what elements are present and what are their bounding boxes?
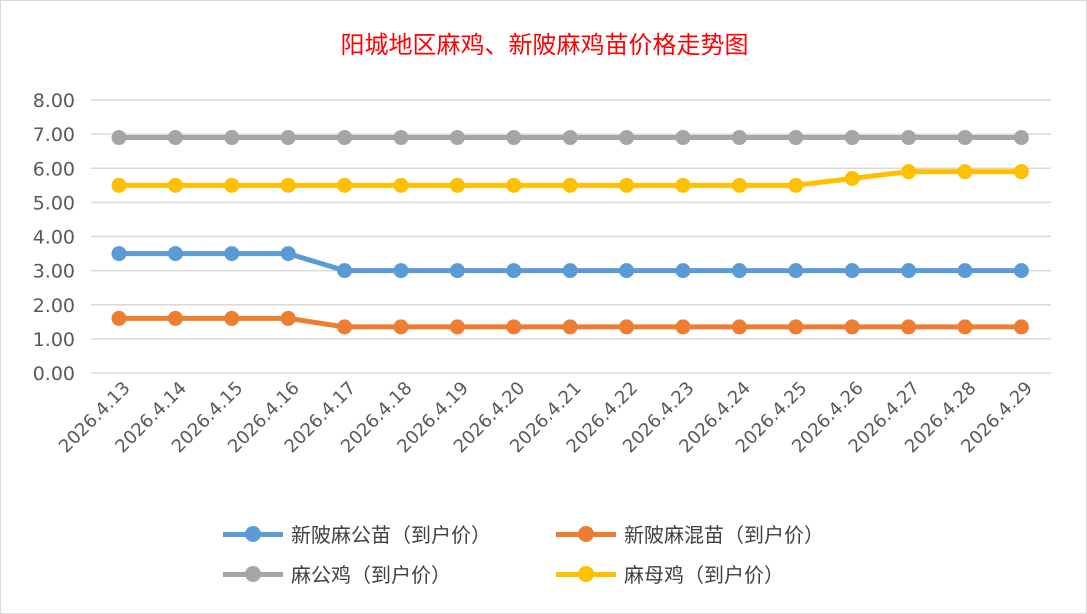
data-point — [957, 164, 973, 180]
data-point — [337, 130, 353, 146]
data-point — [337, 319, 353, 335]
data-point — [337, 177, 353, 193]
data-point — [675, 177, 691, 193]
data-point — [449, 130, 465, 146]
data-point — [506, 177, 522, 193]
data-point — [167, 177, 183, 193]
data-point — [675, 319, 691, 335]
data-point — [675, 263, 691, 279]
data-point — [844, 263, 860, 279]
y-tick-label: 2.00 — [33, 295, 75, 317]
data-point — [1013, 130, 1029, 146]
y-tick-label: 6.00 — [33, 158, 75, 180]
data-point — [901, 263, 917, 279]
data-point — [844, 130, 860, 146]
data-point — [393, 319, 409, 335]
data-point — [844, 319, 860, 335]
data-point — [562, 319, 578, 335]
legend-swatch — [223, 564, 283, 584]
data-point — [788, 130, 804, 146]
data-point — [224, 130, 240, 146]
legend-item-3: 麻母鸡（到户价） — [556, 559, 784, 588]
data-point — [788, 177, 804, 193]
data-point — [449, 177, 465, 193]
data-point — [731, 177, 747, 193]
y-tick-label: 4.00 — [33, 227, 75, 249]
legend-item-1: 新陂麻混苗（到户价） — [556, 519, 824, 548]
data-point — [619, 263, 635, 279]
data-point — [957, 130, 973, 146]
data-point — [619, 177, 635, 193]
data-point — [731, 130, 747, 146]
data-point — [167, 246, 183, 262]
data-point — [957, 263, 973, 279]
data-point — [1013, 319, 1029, 335]
y-tick-label: 1.00 — [33, 329, 75, 351]
data-point — [506, 130, 522, 146]
data-point — [393, 263, 409, 279]
data-point — [280, 246, 296, 262]
data-point — [167, 130, 183, 146]
data-point — [562, 130, 578, 146]
data-point — [506, 319, 522, 335]
data-point — [111, 130, 127, 146]
data-point — [562, 177, 578, 193]
chart-title: 阳城地区麻鸡、新陂麻鸡苗价格走势图 — [340, 31, 749, 59]
data-point — [731, 319, 747, 335]
data-point — [675, 130, 691, 146]
y-tick-label: 3.00 — [33, 261, 75, 283]
legend-label: 新陂麻公苗（到户价） — [291, 523, 491, 547]
data-point — [731, 263, 747, 279]
data-point — [506, 263, 522, 279]
legend-label: 麻母鸡（到户价） — [624, 563, 784, 587]
data-point — [449, 263, 465, 279]
data-point — [280, 177, 296, 193]
data-point — [619, 319, 635, 335]
data-point — [393, 177, 409, 193]
y-tick-label: 8.00 — [33, 90, 75, 112]
data-point — [1013, 263, 1029, 279]
data-point — [224, 310, 240, 326]
data-point — [111, 310, 127, 326]
data-point — [393, 130, 409, 146]
data-point — [337, 263, 353, 279]
data-point — [1013, 164, 1029, 180]
data-point — [111, 177, 127, 193]
legend-item-2: 麻公鸡（到户价） — [223, 559, 451, 588]
data-point — [619, 130, 635, 146]
legend-swatch — [556, 564, 616, 584]
data-point — [224, 177, 240, 193]
data-point — [788, 263, 804, 279]
y-tick-label: 0.00 — [33, 363, 75, 385]
y-tick-label: 5.00 — [33, 192, 75, 214]
data-point — [111, 246, 127, 262]
data-point — [562, 263, 578, 279]
legend-label: 新陂麻混苗（到户价） — [624, 523, 824, 547]
data-point — [280, 310, 296, 326]
data-point — [788, 319, 804, 335]
data-point — [449, 319, 465, 335]
y-tick-label: 7.00 — [33, 124, 75, 146]
data-point — [901, 164, 917, 180]
legend-swatch — [556, 524, 616, 544]
data-point — [167, 310, 183, 326]
data-point — [901, 130, 917, 146]
data-point — [901, 319, 917, 335]
legend-swatch — [223, 524, 283, 544]
data-point — [280, 130, 296, 146]
data-point — [844, 170, 860, 186]
data-point — [957, 319, 973, 335]
legend-item-0: 新陂麻公苗（到户价） — [223, 519, 491, 548]
legend-label: 麻公鸡（到户价） — [291, 563, 451, 587]
data-point — [224, 246, 240, 262]
